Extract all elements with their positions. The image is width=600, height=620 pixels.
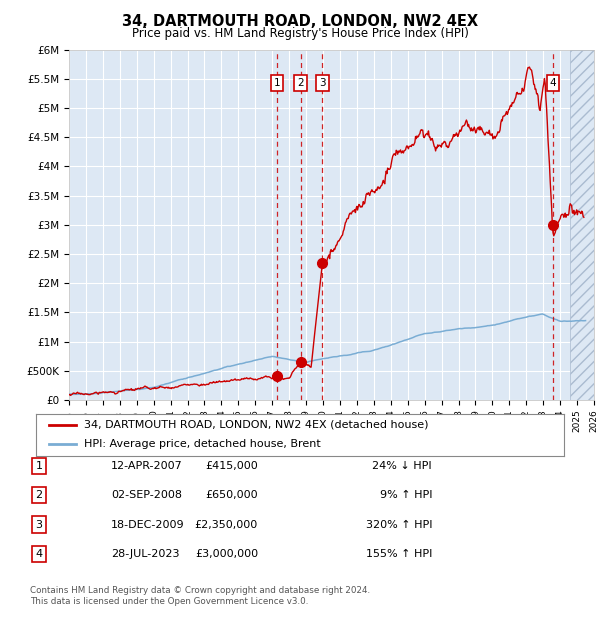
Text: 1: 1 <box>274 78 280 88</box>
Text: 4: 4 <box>35 549 43 559</box>
Text: HPI: Average price, detached house, Brent: HPI: Average price, detached house, Bren… <box>83 440 320 450</box>
Text: 34, DARTMOUTH ROAD, LONDON, NW2 4EX: 34, DARTMOUTH ROAD, LONDON, NW2 4EX <box>122 14 478 29</box>
Text: 1: 1 <box>35 461 43 471</box>
Text: 12-APR-2007: 12-APR-2007 <box>111 461 183 471</box>
Text: 2: 2 <box>35 490 43 500</box>
Bar <box>570 50 594 400</box>
Text: £2,350,000: £2,350,000 <box>195 520 258 529</box>
Text: 28-JUL-2023: 28-JUL-2023 <box>111 549 179 559</box>
Text: This data is licensed under the Open Government Licence v3.0.: This data is licensed under the Open Gov… <box>30 597 308 606</box>
Text: 9% ↑ HPI: 9% ↑ HPI <box>380 490 432 500</box>
Text: Contains HM Land Registry data © Crown copyright and database right 2024.: Contains HM Land Registry data © Crown c… <box>30 586 370 595</box>
Text: 155% ↑ HPI: 155% ↑ HPI <box>365 549 432 559</box>
Text: 18-DEC-2009: 18-DEC-2009 <box>111 520 185 529</box>
Text: £650,000: £650,000 <box>205 490 258 500</box>
Text: 24% ↓ HPI: 24% ↓ HPI <box>373 461 432 471</box>
Text: 3: 3 <box>35 520 43 529</box>
Text: Price paid vs. HM Land Registry's House Price Index (HPI): Price paid vs. HM Land Registry's House … <box>131 27 469 40</box>
Text: £415,000: £415,000 <box>205 461 258 471</box>
Text: 2: 2 <box>297 78 304 88</box>
Text: 320% ↑ HPI: 320% ↑ HPI <box>365 520 432 529</box>
Text: £3,000,000: £3,000,000 <box>195 549 258 559</box>
Text: 34, DARTMOUTH ROAD, LONDON, NW2 4EX (detached house): 34, DARTMOUTH ROAD, LONDON, NW2 4EX (det… <box>83 420 428 430</box>
Text: 4: 4 <box>550 78 556 88</box>
Text: 3: 3 <box>319 78 326 88</box>
Text: 02-SEP-2008: 02-SEP-2008 <box>111 490 182 500</box>
